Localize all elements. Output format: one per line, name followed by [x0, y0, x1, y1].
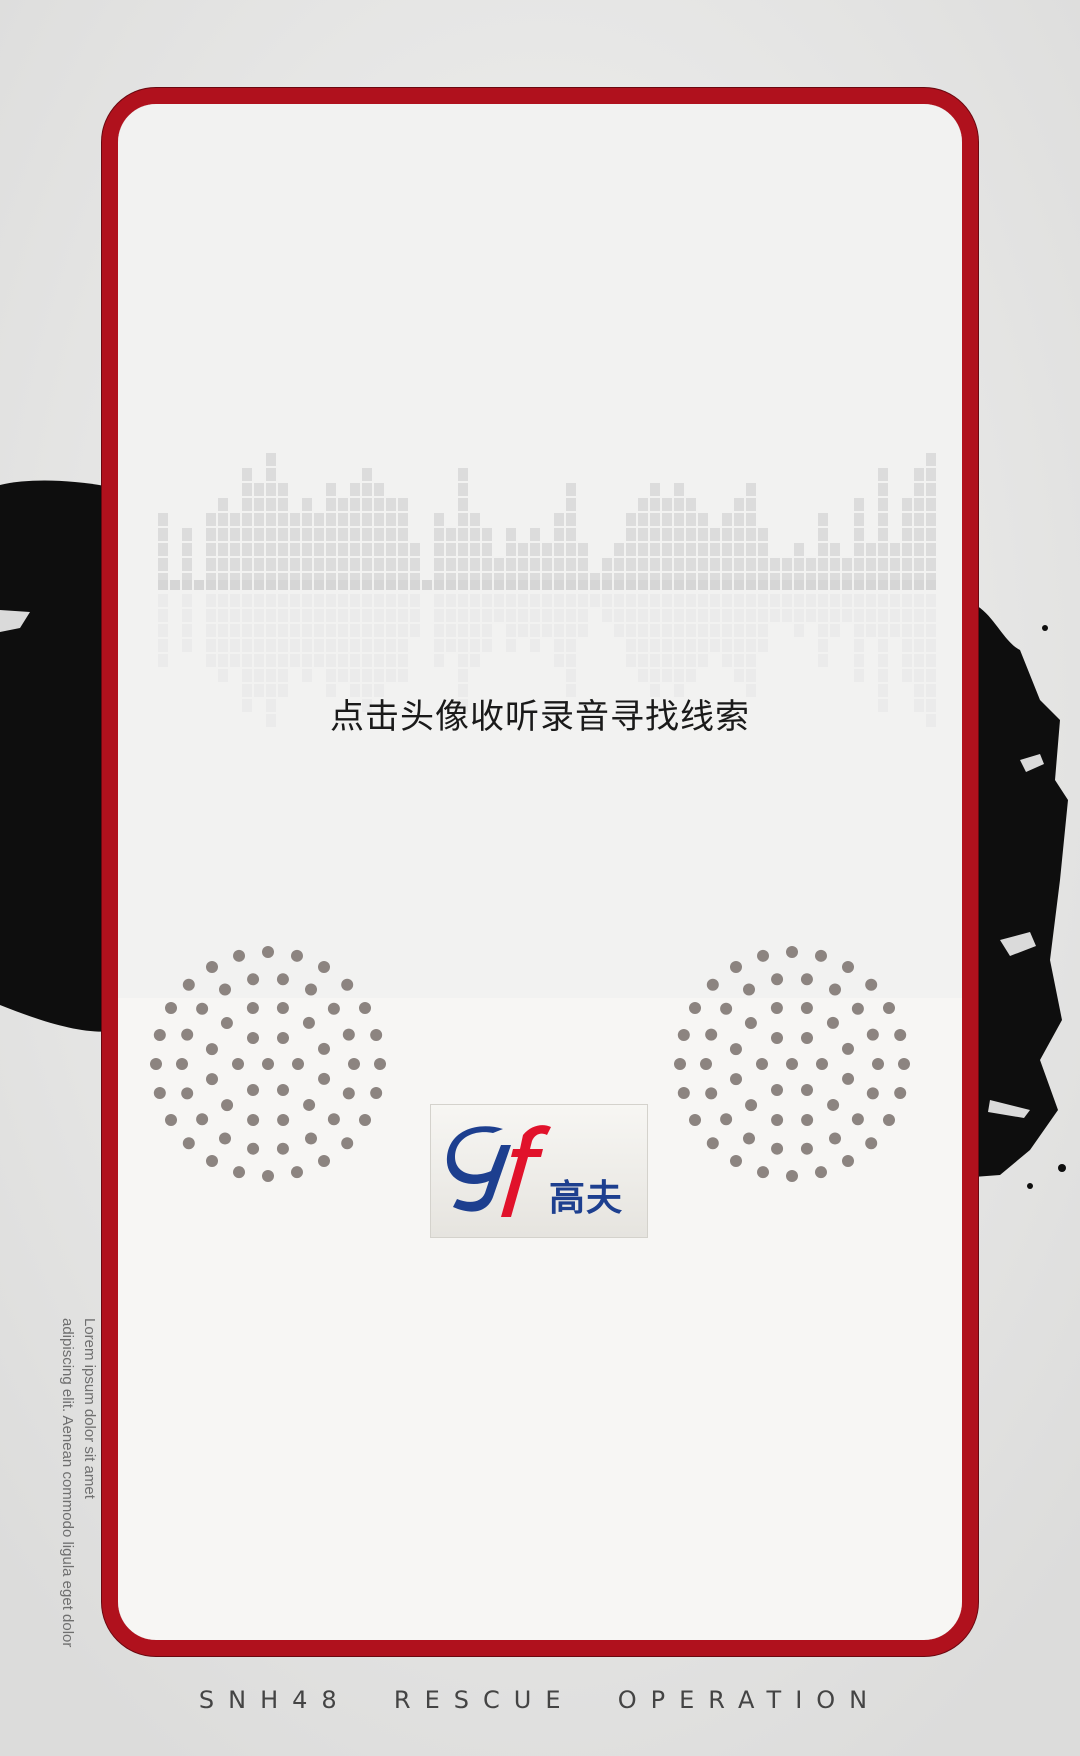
side-caption-line-1: Lorem ipsum dolor sit amet: [81, 1318, 98, 1499]
gf-logo-icon: [446, 1125, 551, 1217]
right-speaker-grille-icon: [674, 946, 910, 1182]
screen-upper-panel: 点击头像收听录音寻找线索: [118, 104, 962, 998]
listen-hint-text[interactable]: 点击头像收听录音寻找线索: [330, 697, 750, 737]
side-caption-line-2: adipiscing elit. Aenean commodo ligula e…: [59, 1318, 76, 1648]
side-caption: Lorem ipsum dolor sit amet adipiscing el…: [56, 1318, 100, 1738]
equalizer-icon: [158, 453, 936, 727]
brand-name-text: 高夫: [549, 1178, 624, 1219]
left-speaker-grille-icon: [150, 946, 386, 1182]
device-frame: 点击头像收听录音寻找线索: [102, 88, 978, 1656]
footer-title: SNH48 RESCUE OPERATION: [198, 1686, 882, 1714]
brand-logo-button[interactable]: 高夫: [430, 1104, 648, 1238]
